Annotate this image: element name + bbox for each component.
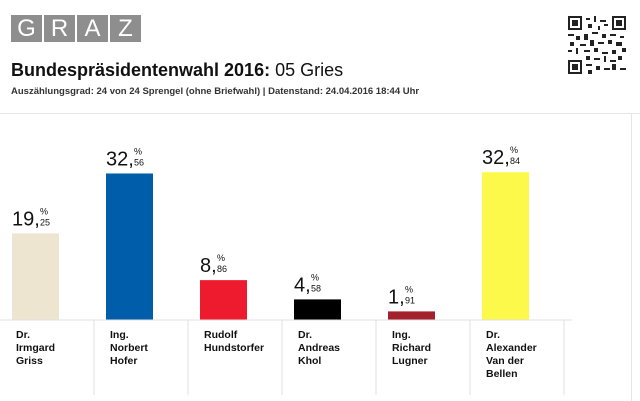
graz-logo: G R A Z xyxy=(11,15,141,42)
candidate-name-line: Dr. xyxy=(16,329,30,341)
bar-2 xyxy=(200,280,247,320)
title-bold: Bundespräsidentenwahl 2016: xyxy=(11,60,271,80)
value-label-decimal: 25 xyxy=(40,217,50,227)
bar-0 xyxy=(12,233,59,320)
value-label-integer: 19, xyxy=(12,208,40,230)
logo-letter: G xyxy=(11,15,42,42)
candidate-name-line: Dr. xyxy=(298,329,312,341)
candidate-name-line: Dr. xyxy=(486,329,500,341)
count-status: Auszählungsgrad: 24 von 24 Sprengel (ohn… xyxy=(11,86,420,97)
candidate-name-line: Van der xyxy=(486,355,524,367)
value-label-decimal: 58 xyxy=(311,283,321,293)
bar-1 xyxy=(106,173,153,320)
value-label-decimal: 86 xyxy=(217,264,227,274)
candidate-name-line: Ing. xyxy=(392,329,411,341)
logo-letter: Z xyxy=(110,15,141,42)
candidate-name-line: Lugner xyxy=(392,355,428,367)
value-label-integer: 32, xyxy=(482,147,510,169)
bar-3 xyxy=(294,299,341,320)
value-label-unit: % xyxy=(134,146,142,156)
value-label-integer: 4, xyxy=(294,274,311,296)
candidate-name-line: Irmgard xyxy=(16,342,55,354)
title-district: 05 Gries xyxy=(275,60,344,80)
bar-4 xyxy=(388,311,435,320)
value-label-unit: % xyxy=(40,206,48,216)
chart-frame-side xyxy=(631,113,632,401)
logo-letter: R xyxy=(44,15,75,42)
value-label-decimal: 84 xyxy=(510,156,520,166)
value-label-decimal: 56 xyxy=(134,157,144,167)
bar-5 xyxy=(482,172,529,320)
candidate-name-line: Khol xyxy=(298,355,321,367)
candidate-name-line: Ing. xyxy=(110,329,129,341)
candidate-name-line: Griss xyxy=(16,355,43,367)
logo-letter: A xyxy=(77,15,108,42)
value-label-integer: 1, xyxy=(388,286,405,308)
candidate-name-line: Richard xyxy=(392,342,431,354)
value-label-unit: % xyxy=(311,272,319,282)
candidate-name-line: Hundstorfer xyxy=(204,342,264,354)
candidate-name-line: Norbert xyxy=(110,342,148,354)
candidate-name-line: Alexander xyxy=(486,342,537,354)
value-label-decimal: 91 xyxy=(405,295,415,305)
candidate-name-line: Andreas xyxy=(298,342,340,354)
value-label-unit: % xyxy=(405,284,413,294)
value-label-unit: % xyxy=(510,145,518,155)
candidate-name-line: Bellen xyxy=(486,368,518,380)
candidate-name-line: Hofer xyxy=(110,355,137,367)
value-label-integer: 8, xyxy=(200,255,217,277)
value-label-integer: 32, xyxy=(106,148,134,170)
qr-code-icon xyxy=(568,16,626,74)
candidate-name-line: Rudolf xyxy=(204,329,238,341)
page-title: Bundespräsidentenwahl 2016: 05 Gries xyxy=(11,60,343,81)
chart-frame-top xyxy=(0,113,640,114)
value-label-unit: % xyxy=(217,253,225,263)
